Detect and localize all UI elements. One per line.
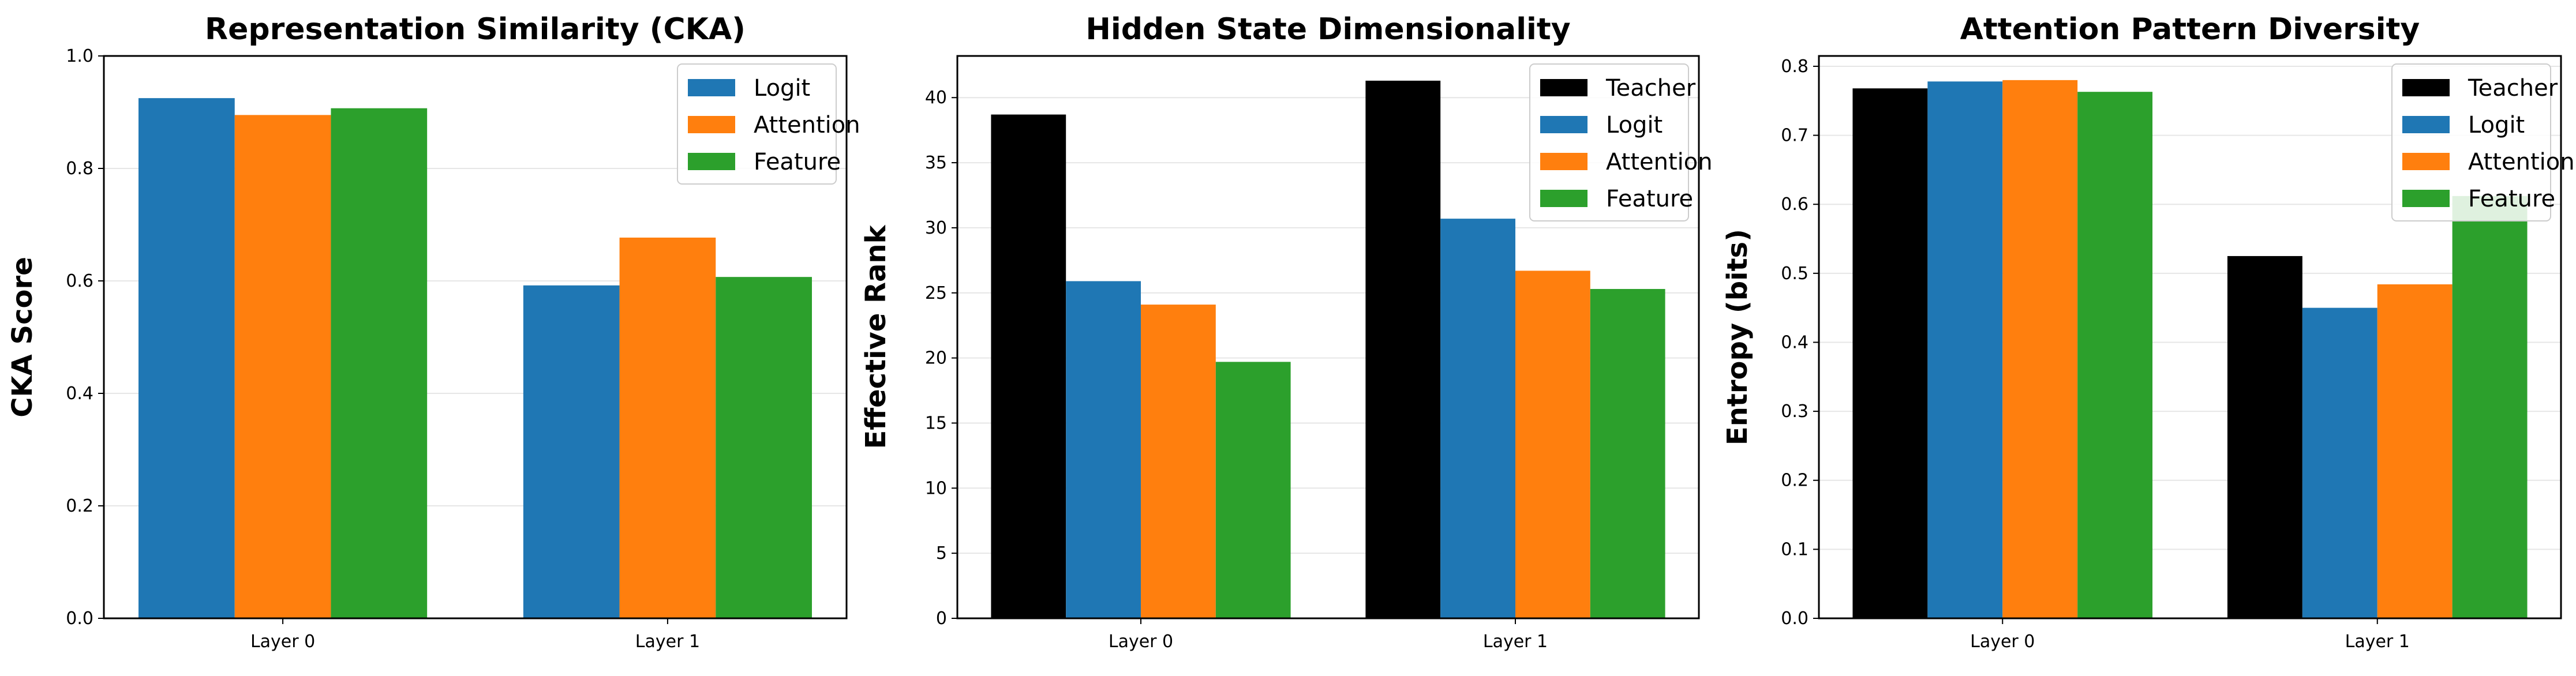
y-tick-label: 0.4 <box>66 384 93 404</box>
bar-logit-layer-1 <box>523 285 620 618</box>
x-tick-label: Layer 1 <box>2345 632 2410 652</box>
y-axis-label: CKA Score <box>6 257 39 418</box>
y-axis-label: Effective Rank <box>860 224 892 449</box>
bar-feature-layer-0 <box>331 108 428 619</box>
y-tick-label: 0.6 <box>1781 194 1809 215</box>
bar-logit-layer-1 <box>1440 219 1515 618</box>
y-tick-label: 0.1 <box>1781 539 1809 559</box>
legend: Teacher Logit Attention Feature <box>1529 63 1713 221</box>
y-tick-label: 5 <box>936 543 947 564</box>
legend-swatch-logit <box>1540 116 1587 133</box>
y-tick-label: 0.2 <box>1781 471 1809 491</box>
x-tick-label: Layer 0 <box>1109 632 1173 652</box>
legend-swatch-teacher <box>2402 79 2450 96</box>
legend: Logit Attention Feature <box>677 63 860 185</box>
y-tick-label: 30 <box>925 218 947 238</box>
y-tick-label: 0.7 <box>1781 126 1809 146</box>
axes: 0.0 0.1 0.2 0.3 0.4 0.5 0.6 0.7 0.8 Layer 0 Layer … <box>1781 55 2562 652</box>
x-tick-label: Layer 0 <box>1970 632 2035 652</box>
bar-logit-layer-0 <box>1927 81 2003 619</box>
bar-attention-layer-1 <box>619 237 716 618</box>
y-tick-label: 0.8 <box>66 159 93 179</box>
y-tick-label: 35 <box>925 153 947 173</box>
legend-swatch-attention <box>2402 153 2450 170</box>
legend-label-feature: Feature <box>2468 186 2555 212</box>
legend-swatch-feature <box>688 153 735 170</box>
legend: Teacher Logit Attention Feature <box>2391 63 2575 221</box>
legend-swatch-logit <box>688 79 735 96</box>
bar-attention-layer-1 <box>1515 271 1590 618</box>
legend-label-logit: Logit <box>2468 112 2525 138</box>
x-tick-label: Layer 0 <box>250 632 315 652</box>
panel-effective-rank: Hidden State Dimensionality Effective Ra… <box>860 12 1713 652</box>
legend-swatch-feature <box>2402 190 2450 207</box>
legend-label-attention: Attention <box>1606 149 1713 175</box>
legend-label-attention: Attention <box>2468 149 2575 175</box>
bar-feature-layer-1 <box>1590 288 1665 618</box>
legend-swatch-attention <box>1540 153 1587 170</box>
axes: 0.0 0.2 0.4 0.6 0.8 1.0 Layer 0 Layer 1 <box>66 46 848 652</box>
axes: 0 5 10 15 20 25 30 35 40 Layer 0 Layer 1 <box>925 55 1700 652</box>
y-tick-label: 0 <box>936 609 947 629</box>
y-tick-label: 0.2 <box>66 496 93 516</box>
y-tick-label: 10 <box>925 478 947 498</box>
legend-label-teacher: Teacher <box>1605 75 1696 102</box>
panel-cka: Representation Similarity (CKA) CKA Scor… <box>6 12 860 652</box>
bar-teacher-layer-1 <box>2227 256 2302 619</box>
y-tick-label: 1.0 <box>66 46 93 66</box>
plot-frame <box>1818 55 2562 619</box>
y-tick-label: 15 <box>925 413 947 433</box>
y-tick-label: 20 <box>925 348 947 369</box>
bars <box>1852 80 2528 619</box>
x-tick-label: Layer 1 <box>635 632 700 652</box>
plot-frame <box>103 55 848 619</box>
panel-attention-entropy: Attention Pattern Diversity Entropy (bit… <box>1721 12 2575 652</box>
bars <box>138 98 812 619</box>
bar-attention-layer-0 <box>2002 80 2078 619</box>
y-tick-label: 0.6 <box>66 271 93 291</box>
legend-swatch-logit <box>2402 116 2450 133</box>
legend-frame <box>1529 63 1689 221</box>
bar-logit-layer-0 <box>1066 281 1141 618</box>
chart-title: Attention Pattern Diversity <box>1960 12 2420 47</box>
legend-label-attention: Attention <box>754 112 860 138</box>
legend-label-feature: Feature <box>754 149 841 175</box>
bar-teacher-layer-0 <box>1852 88 1928 618</box>
bar-feature-layer-1 <box>2452 196 2528 618</box>
bar-logit-layer-0 <box>138 98 235 618</box>
legend-label-logit: Logit <box>754 75 810 102</box>
y-tick-label: 25 <box>925 283 947 303</box>
chart-title: Hidden State Dimensionality <box>1085 12 1570 47</box>
plot-frame <box>956 55 1700 619</box>
legend-frame <box>2391 63 2551 221</box>
y-tick-label: 0.0 <box>1781 609 1809 629</box>
y-tick-label: 0.3 <box>1781 401 1809 422</box>
bar-feature-layer-0 <box>1215 362 1291 618</box>
y-tick-label: 40 <box>925 88 947 108</box>
bar-feature-layer-0 <box>2077 92 2153 618</box>
bar-teacher-layer-0 <box>991 114 1066 618</box>
legend-label-logit: Logit <box>1606 112 1663 138</box>
bar-teacher-layer-1 <box>1365 80 1441 618</box>
y-tick-label: 0.8 <box>1781 57 1809 77</box>
y-tick-label: 0.5 <box>1781 264 1809 284</box>
bar-attention-layer-0 <box>234 115 331 618</box>
legend-swatch-feature <box>1540 190 1587 207</box>
bar-attention-layer-1 <box>2377 284 2453 619</box>
bar-logit-layer-1 <box>2302 307 2377 618</box>
legend-swatch-attention <box>688 116 735 133</box>
bars <box>991 80 1665 618</box>
y-tick-label: 0.0 <box>66 609 93 629</box>
y-tick-label: 0.4 <box>1781 332 1809 352</box>
bar-feature-layer-1 <box>716 277 812 618</box>
chart-title: Representation Similarity (CKA) <box>205 12 746 47</box>
legend-label-feature: Feature <box>1606 186 1693 212</box>
y-axis-label: Entropy (bits) <box>1721 229 1754 445</box>
bar-attention-layer-0 <box>1141 305 1216 618</box>
legend-swatch-teacher <box>1540 79 1587 96</box>
legend-label-teacher: Teacher <box>2468 75 2558 102</box>
x-tick-label: Layer 1 <box>1483 632 1548 652</box>
